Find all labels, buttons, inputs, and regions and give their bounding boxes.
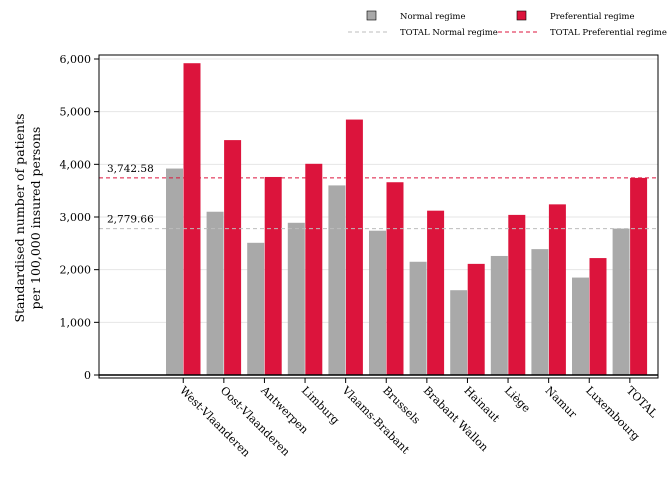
bar-preferential-4 (345, 119, 363, 375)
bar-preferential-10 (589, 258, 607, 375)
bar-normal-4 (328, 185, 346, 375)
y-axis-title-line: Standardised number of patients (12, 113, 27, 322)
bar-preferential-6 (427, 210, 445, 375)
bar-preferential-11 (630, 177, 648, 375)
bar-normal-0 (166, 168, 183, 375)
reference-label-1: 3,742.58 (107, 163, 154, 175)
bar-preferential-9 (548, 204, 566, 375)
x-tick-label: Namur (543, 384, 580, 421)
y-tick-label: 4,000 (60, 158, 92, 171)
bar-normal-6 (409, 261, 427, 375)
bar-preferential-2 (264, 176, 282, 375)
bar-normal-10 (572, 277, 589, 375)
bar-preferential-0 (183, 63, 201, 376)
x-tick-label: Oost-Vlaanderen (218, 384, 293, 459)
x-tick-label: Hainaut (461, 384, 502, 425)
y-axis-title-line: per 100,000 insured persons (28, 127, 43, 310)
x-tick-label: West-Vlaanderen (177, 384, 253, 460)
reference-label-0: 2,779.66 (107, 214, 154, 226)
legend-label-0: Normal regime (400, 12, 466, 22)
bar-preferential-5 (386, 182, 404, 375)
y-tick-label: 0 (84, 369, 91, 382)
y-tick-label: 2,000 (60, 264, 92, 277)
bar-preferential-8 (508, 214, 526, 375)
legend-label-2: TOTAL Normal regime (400, 28, 498, 38)
bar-normal-9 (531, 249, 549, 375)
bar-preferential-1 (224, 140, 242, 375)
y-tick-label: 6,000 (60, 53, 92, 66)
bar-normal-2 (247, 242, 265, 375)
bar-preferential-7 (467, 263, 485, 375)
bar-normal-8 (490, 255, 508, 375)
bar-normal-1 (206, 211, 224, 375)
bar-normal-7 (450, 290, 468, 375)
x-tick-label: Vlaams-Brabant (339, 383, 413, 457)
y-tick-label: 5,000 (60, 106, 92, 119)
x-tick-label: Liège (502, 384, 533, 415)
y-axis-title: Standardised number of patientsper 100,0… (12, 113, 43, 322)
bar-normal-5 (369, 230, 386, 375)
bar-normal-3 (287, 222, 305, 375)
y-tick-label: 1,000 (60, 316, 92, 329)
bar-preferential-3 (305, 163, 323, 375)
legend-label-3: TOTAL Preferential regime (550, 28, 667, 38)
y-tick-label: 3,000 (60, 211, 92, 224)
x-tick-label: TOTAL (624, 384, 661, 421)
bar-normal-11 (612, 228, 630, 375)
legend-label-1: Preferential regime (550, 12, 635, 22)
legend-swatch-1 (516, 10, 527, 21)
legend-swatch-0 (366, 10, 377, 21)
